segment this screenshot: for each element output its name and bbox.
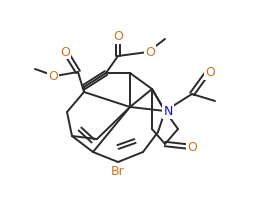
- Text: Br: Br: [111, 165, 125, 178]
- Text: O: O: [48, 70, 58, 83]
- Text: O: O: [187, 141, 197, 154]
- Text: O: O: [145, 46, 155, 59]
- Text: O: O: [205, 66, 215, 79]
- Text: N: N: [163, 105, 173, 118]
- Text: O: O: [60, 45, 70, 58]
- Text: O: O: [113, 30, 123, 43]
